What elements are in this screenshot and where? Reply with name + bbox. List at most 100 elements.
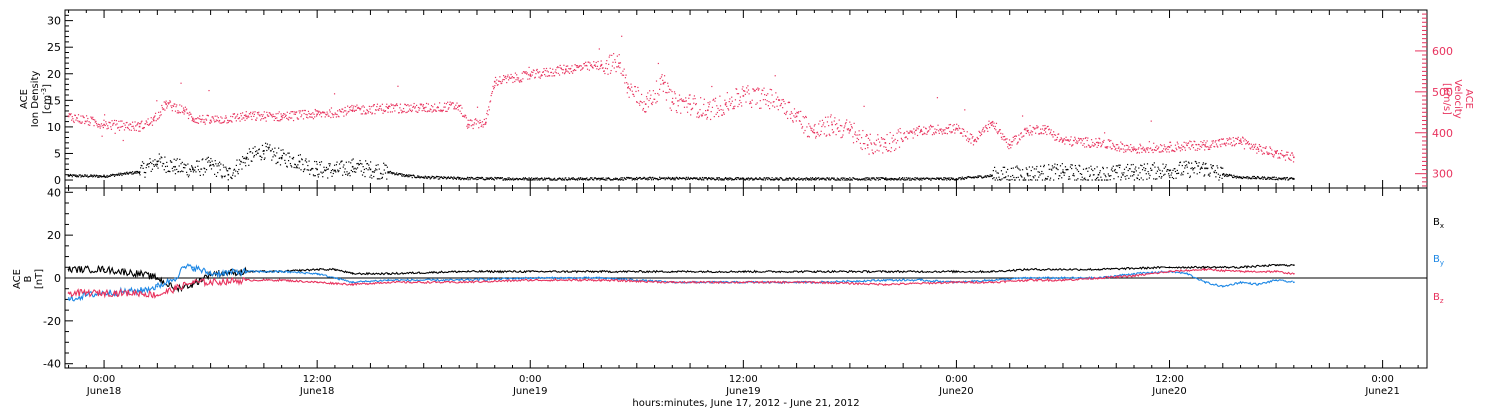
velocity-point <box>324 112 326 114</box>
velocity-point <box>341 108 343 110</box>
density-point <box>1007 168 1009 171</box>
velocity-point <box>701 114 704 116</box>
density-point <box>262 150 264 152</box>
density-point <box>571 177 573 179</box>
velocity-point <box>708 106 710 108</box>
x-tick-label-time: 0:00 <box>945 374 967 385</box>
b-x-point <box>1275 264 1277 267</box>
b-z-point <box>138 292 141 294</box>
density-point <box>189 168 191 170</box>
velocity-point <box>828 133 830 135</box>
velocity-point <box>192 120 195 123</box>
velocity-point <box>818 123 820 125</box>
velocity-point <box>1087 137 1089 139</box>
density-point <box>87 176 90 178</box>
density-point <box>1281 178 1283 180</box>
velocity-point <box>485 121 487 124</box>
density-point <box>131 171 134 173</box>
density-point <box>1061 163 1063 165</box>
b-y-point <box>351 281 354 284</box>
velocity-point <box>367 112 369 114</box>
velocity-point <box>105 123 108 125</box>
density-point <box>1181 172 1183 174</box>
velocity-point <box>78 121 80 123</box>
density-point <box>514 178 517 181</box>
density-point <box>793 177 796 179</box>
velocity-point <box>675 97 677 99</box>
velocity-point <box>680 98 682 100</box>
velocity-point <box>1285 154 1287 156</box>
velocity-point <box>335 116 338 118</box>
density-point <box>1091 179 1093 181</box>
density-point <box>1080 179 1082 181</box>
density-point <box>553 179 555 181</box>
density-point <box>256 150 258 152</box>
velocity-point <box>204 121 206 123</box>
velocity-point <box>1099 142 1101 144</box>
b-x-point <box>529 270 532 273</box>
density-point <box>604 179 606 181</box>
velocity-point <box>486 110 489 112</box>
b-z-line <box>68 267 1294 299</box>
density-point <box>651 177 653 179</box>
density-point <box>564 177 566 179</box>
density-point <box>273 151 275 153</box>
density-point <box>1032 175 1034 178</box>
density-point <box>330 171 332 174</box>
density-point <box>195 160 198 162</box>
velocity-point <box>820 130 822 132</box>
density-point <box>993 177 995 179</box>
velocity-point <box>617 65 620 67</box>
velocity-point <box>706 118 708 120</box>
velocity-point <box>276 117 278 119</box>
density-point <box>647 179 649 181</box>
density-point <box>106 174 108 177</box>
velocity-point <box>104 124 106 127</box>
velocity-point <box>183 113 185 115</box>
density-point <box>1173 168 1175 170</box>
velocity-point <box>1229 143 1231 145</box>
velocity-point <box>824 126 826 128</box>
velocity-point <box>297 118 299 120</box>
density-point <box>1200 166 1203 168</box>
density-point <box>83 175 85 177</box>
b-x-point <box>671 270 674 273</box>
velocity-point <box>846 119 848 121</box>
density-point <box>1227 174 1229 176</box>
velocity-point <box>1011 144 1013 146</box>
density-point <box>766 177 768 179</box>
velocity-point <box>333 93 336 95</box>
b-z-point <box>1133 274 1135 277</box>
velocity-point <box>1172 150 1174 152</box>
velocity-point <box>1000 132 1002 134</box>
density-point <box>700 178 702 180</box>
density-point <box>926 177 929 180</box>
velocity-point <box>974 138 976 140</box>
density-point <box>1077 178 1079 180</box>
density-point <box>340 160 342 162</box>
density-point <box>411 175 413 177</box>
density-point <box>414 176 416 178</box>
velocity-point <box>475 123 477 125</box>
velocity-point <box>910 130 912 132</box>
velocity-point <box>415 104 418 106</box>
density-point <box>297 154 300 156</box>
b-x-point <box>1168 266 1171 269</box>
density-point <box>986 174 988 177</box>
velocity-point <box>847 129 849 131</box>
velocity-point <box>480 125 482 128</box>
density-point <box>433 177 435 180</box>
density-point <box>539 178 541 180</box>
x-axis-title: hours:minutes, June 17, 2012 - June 21, … <box>632 398 859 409</box>
density-point <box>1236 175 1238 177</box>
velocity-point <box>343 110 346 112</box>
velocity-point <box>422 104 425 106</box>
density-point <box>498 177 500 179</box>
density-point <box>423 177 425 179</box>
density-point <box>78 174 80 176</box>
velocity-point <box>428 110 430 112</box>
velocity-point <box>234 117 236 119</box>
velocity-point <box>576 65 579 67</box>
density-point <box>378 178 380 180</box>
density-point <box>347 174 349 176</box>
